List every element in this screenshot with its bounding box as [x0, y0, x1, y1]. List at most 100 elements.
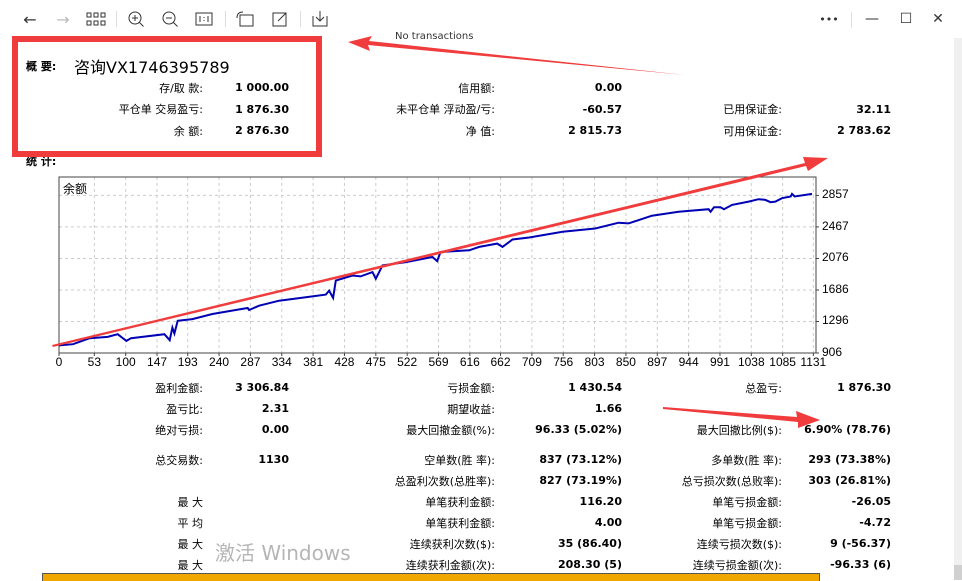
- x-tick-label: 381: [303, 355, 324, 369]
- x-tick-label: 334: [271, 355, 292, 369]
- x-tick-label: 475: [365, 355, 386, 369]
- edit-icon[interactable]: [268, 8, 292, 30]
- y-tick-label: 906: [822, 345, 843, 359]
- stat-value-middle: 96.33 (5.02%): [535, 423, 622, 436]
- scrollbar[interactable]: [954, 38, 962, 580]
- stat-label-right: 单笔亏损金额:: [712, 496, 782, 509]
- chart-title: 余额: [63, 182, 88, 196]
- stat-value-left: 1130: [258, 453, 289, 466]
- x-tick-label: 991: [709, 355, 730, 369]
- stat-value-right: 1 876.30: [837, 381, 891, 394]
- forward-icon[interactable]: →: [56, 9, 70, 29]
- zoom-out-icon[interactable]: [158, 8, 182, 30]
- x-tick-label: 240: [209, 355, 230, 369]
- x-tick-label: 662: [490, 355, 511, 369]
- stat-value-middle: 35 (86.40): [558, 537, 622, 550]
- rotate-icon[interactable]: [233, 8, 257, 30]
- stat-value-left: 3 306.84: [235, 381, 289, 394]
- stat-value-right: 9 (-56.37): [830, 537, 891, 550]
- stat-value-left: 2.31: [261, 402, 289, 415]
- floating-pl-label: 未平仓单 浮动盈/亏:: [396, 103, 495, 116]
- stat-value-left: 0.00: [261, 423, 289, 436]
- y-tick-label: 2467: [822, 218, 849, 233]
- y-tick-label: 2857: [822, 187, 849, 202]
- stat-label-middle: 单笔获利金额:: [425, 517, 495, 530]
- stat-label-middle: 空单数(胜 率):: [424, 454, 495, 467]
- stat-label-right: 多单数(胜 率):: [711, 454, 782, 467]
- x-tick-label: 897: [647, 355, 668, 369]
- stat-value-middle: 837 (73.12%): [539, 453, 622, 466]
- x-tick-label: 616: [459, 355, 480, 369]
- x-tick-label: 522: [397, 355, 418, 369]
- stat-label-right: 连续亏损次数($):: [696, 538, 782, 551]
- stat-value-right: -26.05: [851, 495, 891, 508]
- stat-value-middle: 1 430.54: [568, 381, 622, 394]
- free-margin-value: 2 783.62: [837, 124, 891, 137]
- grid-icon[interactable]: [84, 8, 108, 30]
- stat-value-right: 293 (73.38%): [808, 453, 891, 466]
- stat-label-middle: 连续获利次数($):: [409, 538, 495, 551]
- stat-label-left: 盈利金额:: [155, 382, 203, 395]
- x-tick-label: 569: [428, 355, 449, 369]
- stat-label-middle: 亏损金额:: [447, 382, 495, 395]
- free-margin-label: 可用保证金:: [723, 125, 782, 138]
- stat-value-right: 6.90% (78.76): [804, 423, 891, 436]
- stats-title: 统 计:: [26, 155, 57, 168]
- x-tick-label: 100: [115, 355, 136, 369]
- stat-value-middle: 4.00: [594, 516, 622, 529]
- x-tick-label: 803: [584, 355, 605, 369]
- margin-label: 已用保证金:: [723, 103, 782, 116]
- x-tick-label: 193: [177, 355, 198, 369]
- x-tick-label: 287: [240, 355, 261, 369]
- stat-label-left: 最 大: [177, 559, 204, 572]
- stat-value-right: -4.72: [859, 516, 891, 529]
- x-tick-label: 944: [678, 355, 699, 369]
- stat-label-middle: 期望收益:: [447, 403, 495, 416]
- stat-label-middle: 单笔获利金额:: [425, 496, 495, 509]
- stat-label-left: 总交易数:: [155, 454, 203, 467]
- stat-label-middle: 最大回撤金额(%):: [406, 424, 495, 437]
- stat-value-middle: 208.30 (5): [558, 558, 622, 571]
- x-tick-label: 0: [55, 355, 63, 369]
- actual-size-icon[interactable]: [192, 8, 216, 30]
- y-tick-label: 1686: [822, 281, 849, 296]
- stat-label-right: 总亏损次数(总败率):: [681, 475, 782, 488]
- equity-label: 净 值:: [465, 125, 495, 138]
- credit-label: 信用额:: [458, 82, 495, 95]
- floating-pl-value: -60.57: [582, 103, 622, 116]
- balance-line: [58, 192, 813, 347]
- stat-label-left: 最 大: [177, 538, 204, 551]
- save-icon[interactable]: [308, 8, 332, 30]
- stat-value-middle: 116.20: [579, 495, 622, 508]
- stat-label-left: 绝对亏损:: [155, 424, 203, 437]
- stat-label-middle: 连续获利金额(次):: [405, 559, 495, 572]
- scrollbar-thumb[interactable]: [954, 565, 962, 580]
- footer-bar: [42, 573, 820, 581]
- x-tick-label: 850: [615, 355, 636, 369]
- x-tick-label: 147: [147, 355, 168, 369]
- more-button[interactable]: •••: [819, 12, 839, 26]
- equity-value: 2 815.73: [568, 124, 622, 137]
- x-tick-label: 756: [553, 355, 574, 369]
- stat-label-right: 最大回撤比例($):: [696, 424, 782, 437]
- stat-value-middle: 827 (73.19%): [539, 474, 622, 487]
- maximize-button[interactable]: ☐: [899, 11, 913, 27]
- x-tick-label: 1131: [800, 355, 827, 369]
- y-tick-label: 2076: [822, 250, 849, 265]
- stat-value-right: -96.33 (6): [830, 558, 891, 571]
- close-button[interactable]: ✕: [932, 11, 944, 27]
- margin-value: 32.11: [856, 103, 891, 116]
- x-tick-label: 53: [87, 355, 102, 369]
- zoom-in-icon[interactable]: [124, 8, 148, 30]
- x-tick-label: 1085: [769, 355, 796, 369]
- windows-watermark: 激活 Windows: [215, 541, 351, 565]
- stat-label-right: 连续亏损金额(次):: [692, 559, 782, 572]
- stat-label-middle: 总盈利次数(总胜率):: [394, 475, 495, 488]
- y-tick-label: 1296: [822, 313, 849, 328]
- minimize-button[interactable]: —: [865, 11, 879, 27]
- back-icon[interactable]: ←: [23, 9, 37, 29]
- x-tick-label: 709: [521, 355, 542, 369]
- stat-value-right: 303 (26.81%): [808, 474, 891, 487]
- stat-value-middle: 1.66: [594, 402, 622, 415]
